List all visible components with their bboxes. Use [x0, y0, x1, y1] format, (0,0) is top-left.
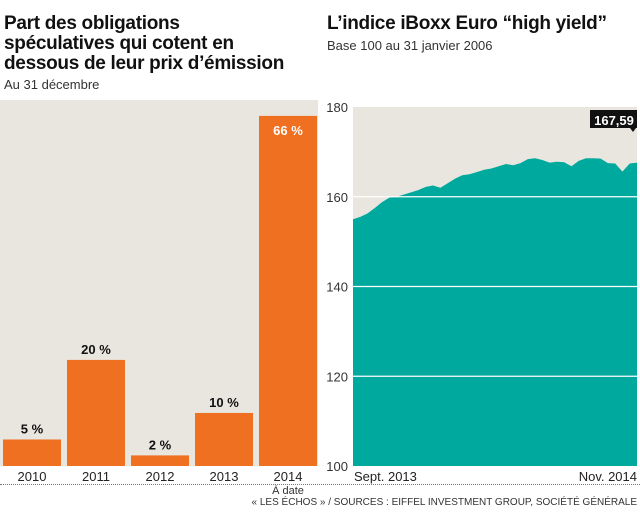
bar-data-label: 66 %	[273, 123, 303, 138]
bar-2010	[3, 439, 61, 466]
left-chart-subtitle: Au 31 décembre	[4, 77, 100, 92]
area-series	[353, 158, 637, 466]
last-value-label: 167,59	[594, 113, 634, 128]
x-tick-label: 2010	[18, 469, 47, 484]
bar-2013	[195, 412, 253, 466]
bar-data-label: 20 %	[81, 342, 111, 357]
last-value-callout	[590, 110, 637, 132]
y-tick-label: 120	[326, 369, 348, 384]
source-note: « LES ÉCHOS » / SOURCES : EIFFEL INVESTM…	[251, 497, 637, 508]
right-chart-title: L’indice iBoxx Euro “high yield”	[327, 13, 607, 34]
y-tick-label: 100	[326, 459, 348, 474]
bar-2012	[131, 455, 189, 466]
x-tick-label: 2014	[274, 469, 303, 484]
y-tick-label: 160	[326, 190, 348, 205]
bar-data-label: 2 %	[149, 437, 172, 452]
bar-data-label: 5 %	[21, 421, 44, 436]
y-tick-label: 140	[326, 280, 348, 295]
bar-2011	[67, 359, 125, 466]
left-chart-title: Part des obligations spéculatives qui co…	[4, 13, 285, 74]
x-tick-label: 2011	[82, 469, 110, 484]
x-tick-note: À date	[272, 484, 304, 497]
bar-data-label: 10 %	[209, 395, 239, 410]
x-tick-label: Sept. 2013	[354, 469, 417, 484]
bar-2014	[259, 115, 317, 467]
x-tick-label: 2012	[146, 469, 175, 484]
footer-divider	[0, 484, 640, 485]
x-tick-label: 2013	[210, 469, 239, 484]
right-chart-subtitle: Base 100 au 31 janvier 2006	[327, 38, 493, 53]
y-tick-label: 180	[326, 100, 348, 115]
x-tick-label: Nov. 2014	[579, 469, 637, 484]
